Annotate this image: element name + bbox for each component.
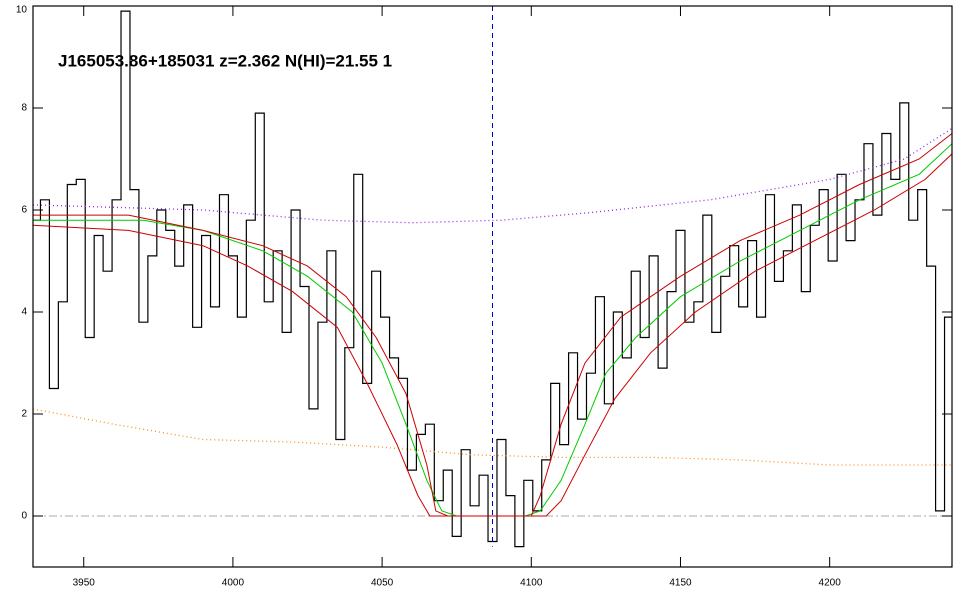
y-tick-label: 4 <box>21 307 27 318</box>
chart-title: J165053.86+185031 z=2.362 N(HI)=21.55 1 <box>58 51 392 70</box>
x-tick-label: 4100 <box>520 578 543 589</box>
y-tick-label: 2 <box>21 409 27 420</box>
x-tick-label: 4000 <box>222 578 245 589</box>
x-tick-label: 4200 <box>819 578 842 589</box>
plot-frame <box>32 5 953 568</box>
y-tick-label: 0 <box>21 511 27 522</box>
x-tick-label: 4050 <box>371 578 394 589</box>
x-tick-label: 4150 <box>669 578 692 589</box>
y-tick-label: 10 <box>16 5 28 16</box>
y-tick-label: 8 <box>21 103 27 114</box>
y-tick-label: 6 <box>21 205 27 216</box>
series-line <box>33 153 952 517</box>
series-line <box>33 408 952 466</box>
x-tick-label: 3950 <box>73 578 96 589</box>
plot-area <box>33 6 952 548</box>
